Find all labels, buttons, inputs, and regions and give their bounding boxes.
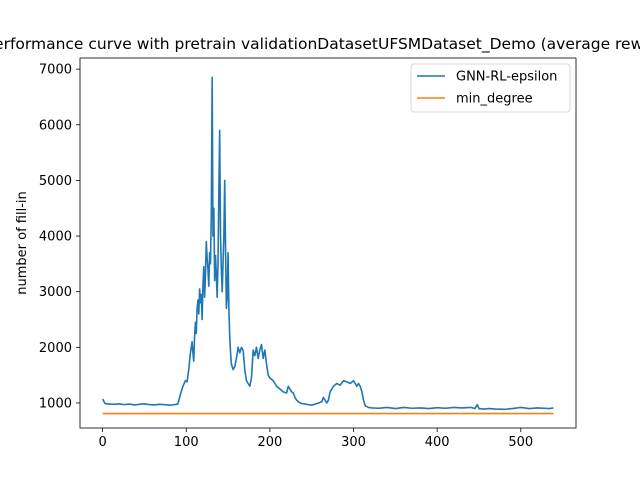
legend-label-min-degree: min_degree [456, 92, 533, 107]
y-tick-label: 3000 [39, 285, 72, 300]
chart-title: Performance curve with pretrain validati… [0, 35, 640, 54]
x-tick-label: 100 [174, 435, 199, 450]
y-tick-label: 7000 [39, 63, 72, 78]
y-tick-label: 4000 [39, 230, 72, 245]
legend-label-gnn-rl-epsilon: GNN-RL-epsilon [456, 70, 557, 85]
legend-frame [410, 63, 571, 113]
y-tick-label: 6000 [39, 118, 72, 133]
y-axis: 1000 2000 3000 4000 5000 6000 7000 [39, 63, 80, 411]
x-tick-label: 200 [257, 435, 282, 450]
axes-frame [79, 57, 577, 429]
y-tick-label: 2000 [39, 341, 72, 356]
series-line-gnn-rl-epsilon [101, 76, 554, 411]
x-tick-label: 500 [508, 435, 533, 450]
x-axis: 0 100 200 300 400 500 [98, 428, 533, 450]
series-layer [101, 76, 554, 415]
y-axis-label: number of fill-in [15, 191, 30, 295]
x-tick-label: 300 [341, 435, 366, 450]
legend: GNN-RL-epsilon min_degree [410, 63, 571, 113]
axes-background [80, 58, 576, 428]
y-tick-label: 5000 [39, 174, 72, 189]
y-tick-label: 1000 [39, 396, 72, 411]
x-tick-label: 400 [425, 435, 450, 450]
x-tick-label: 0 [98, 435, 106, 450]
